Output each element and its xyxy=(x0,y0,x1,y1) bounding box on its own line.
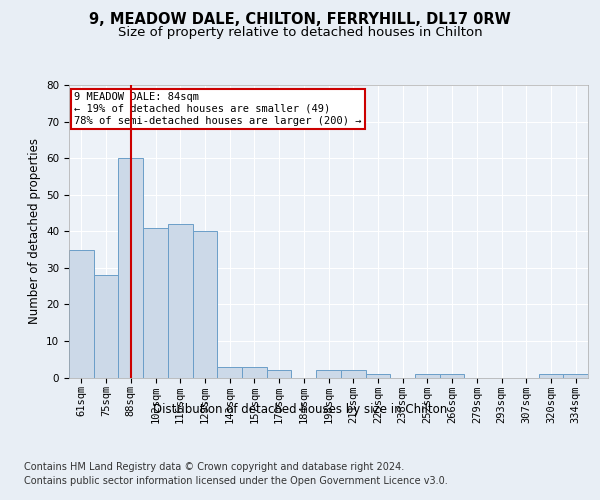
Bar xyxy=(94,275,118,378)
Bar xyxy=(539,374,563,378)
Bar xyxy=(143,228,168,378)
Bar xyxy=(267,370,292,378)
Bar xyxy=(118,158,143,378)
Bar xyxy=(69,250,94,378)
Bar xyxy=(193,231,217,378)
Bar xyxy=(316,370,341,378)
Bar xyxy=(217,366,242,378)
Text: Distribution of detached houses by size in Chilton: Distribution of detached houses by size … xyxy=(153,402,447,415)
Text: 9, MEADOW DALE, CHILTON, FERRYHILL, DL17 0RW: 9, MEADOW DALE, CHILTON, FERRYHILL, DL17… xyxy=(89,12,511,28)
Y-axis label: Number of detached properties: Number of detached properties xyxy=(28,138,41,324)
Text: Size of property relative to detached houses in Chilton: Size of property relative to detached ho… xyxy=(118,26,482,39)
Bar xyxy=(365,374,390,378)
Bar xyxy=(440,374,464,378)
Bar xyxy=(563,374,588,378)
Bar xyxy=(242,366,267,378)
Bar xyxy=(341,370,365,378)
Bar xyxy=(415,374,440,378)
Text: 9 MEADOW DALE: 84sqm
← 19% of detached houses are smaller (49)
78% of semi-detac: 9 MEADOW DALE: 84sqm ← 19% of detached h… xyxy=(74,92,362,126)
Bar xyxy=(168,224,193,378)
Text: Contains HM Land Registry data © Crown copyright and database right 2024.: Contains HM Land Registry data © Crown c… xyxy=(24,462,404,472)
Text: Contains public sector information licensed under the Open Government Licence v3: Contains public sector information licen… xyxy=(24,476,448,486)
